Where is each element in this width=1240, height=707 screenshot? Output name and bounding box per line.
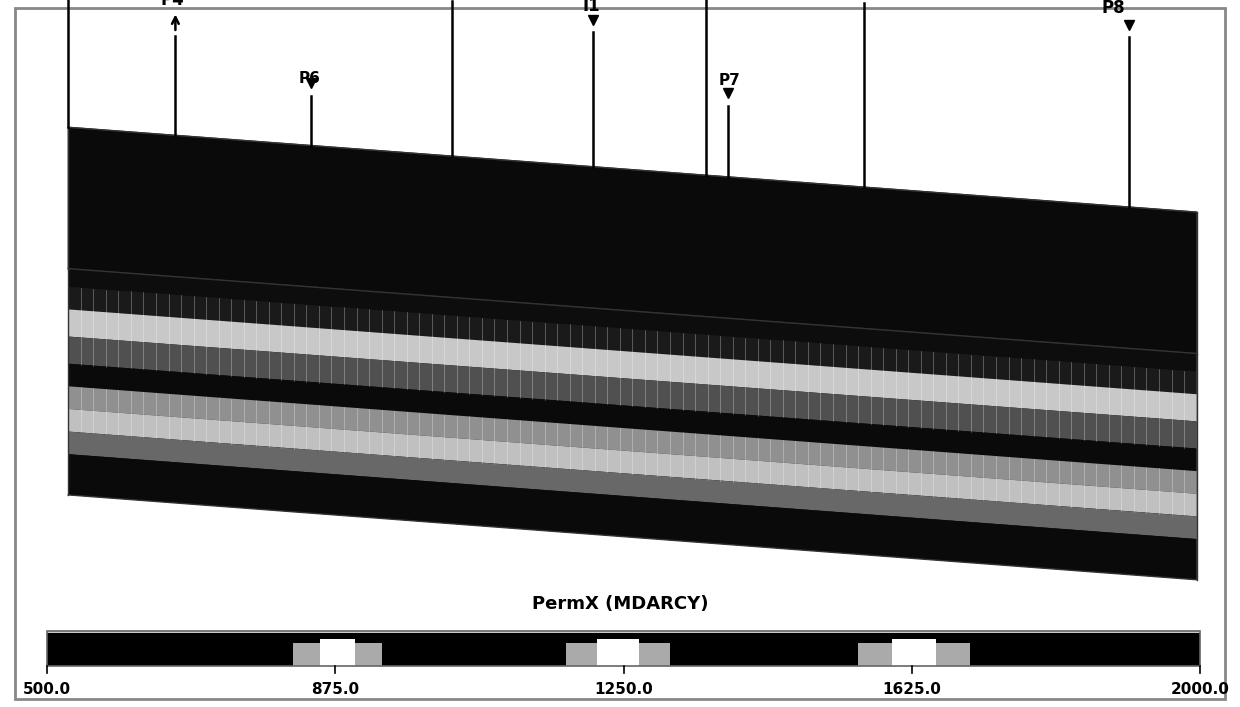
Text: P4: P4 — [160, 0, 185, 8]
Bar — [47, 631, 1200, 666]
Polygon shape — [68, 431, 1197, 539]
Polygon shape — [68, 337, 1197, 448]
Text: 875.0: 875.0 — [311, 682, 360, 696]
Bar — [858, 643, 970, 666]
Text: P6: P6 — [299, 71, 320, 86]
Text: 1625.0: 1625.0 — [883, 682, 941, 696]
Bar — [598, 639, 639, 666]
Bar — [47, 631, 1200, 633]
Polygon shape — [68, 127, 1197, 354]
Bar — [892, 639, 936, 666]
Polygon shape — [68, 363, 1197, 471]
Bar — [47, 631, 1200, 666]
Text: 2000.0: 2000.0 — [1171, 682, 1230, 696]
Polygon shape — [68, 454, 1197, 580]
Text: PermX (MDARCY): PermX (MDARCY) — [532, 595, 708, 614]
Bar — [293, 643, 382, 666]
Bar — [565, 643, 670, 666]
Text: P8: P8 — [1101, 0, 1125, 16]
Polygon shape — [68, 310, 1197, 421]
Text: I1: I1 — [583, 0, 600, 15]
Text: 1250.0: 1250.0 — [594, 682, 653, 696]
Text: 500.0: 500.0 — [24, 682, 71, 696]
Polygon shape — [68, 409, 1197, 516]
Polygon shape — [68, 269, 1197, 372]
Polygon shape — [68, 287, 1197, 395]
Polygon shape — [68, 386, 1197, 493]
Text: P7: P7 — [718, 73, 740, 88]
Polygon shape — [68, 269, 1197, 580]
Bar — [320, 639, 355, 666]
